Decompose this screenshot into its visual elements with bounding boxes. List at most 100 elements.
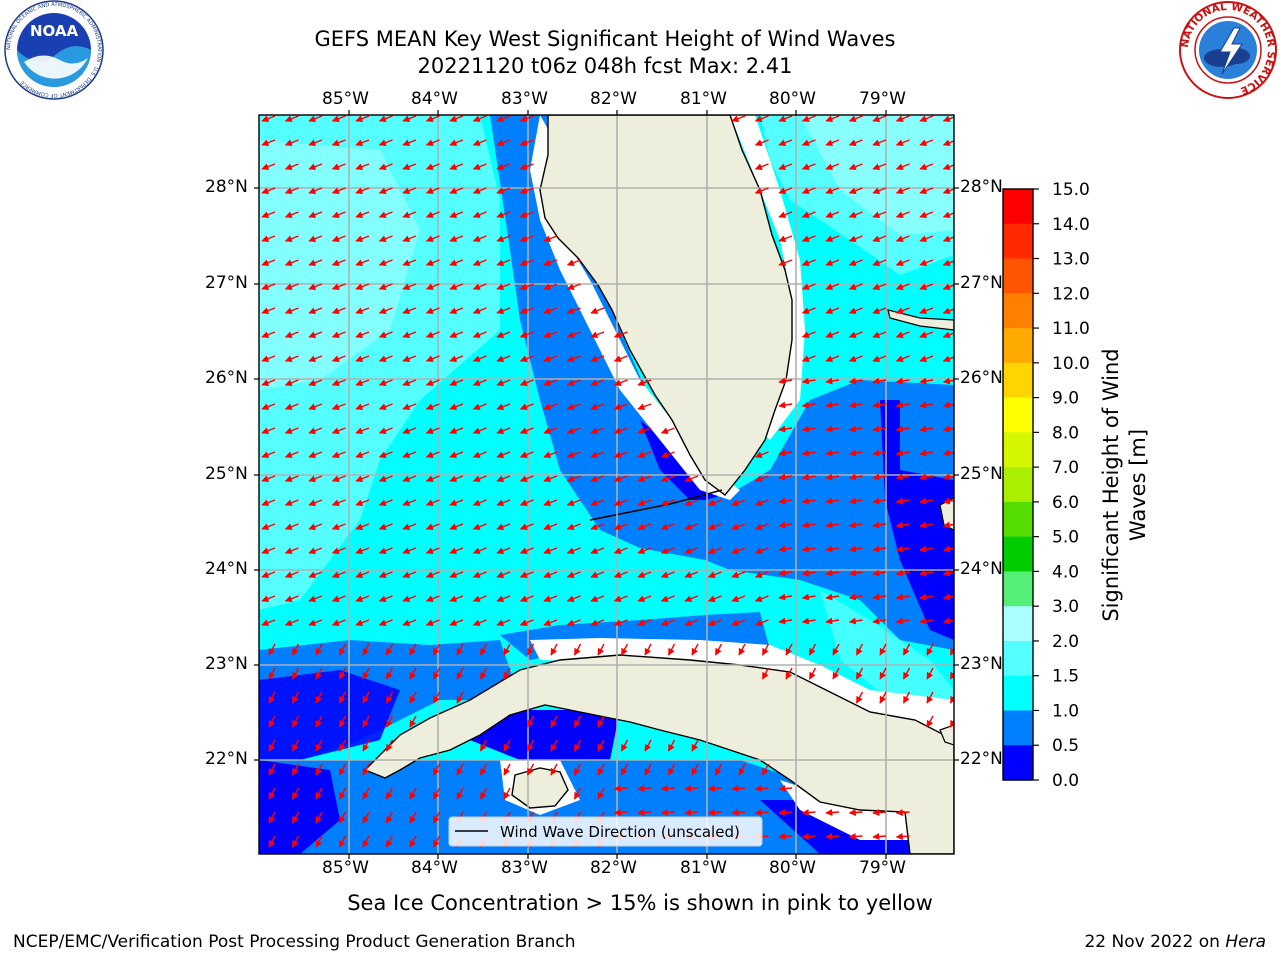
wave-arrow xyxy=(402,331,417,339)
wave-arrow xyxy=(691,763,699,776)
wave-arrow xyxy=(261,187,276,195)
wave-arrow xyxy=(291,667,300,680)
wave-arrow xyxy=(942,593,954,601)
wave-arrow xyxy=(550,643,558,656)
wave-arrow xyxy=(479,643,488,656)
lat-left-4: 24°N xyxy=(205,559,248,579)
wave-arrow xyxy=(543,547,558,555)
wave-arrow xyxy=(919,163,934,171)
wave-arrow xyxy=(503,643,511,656)
wave-arrow xyxy=(331,211,346,219)
wave-arrow xyxy=(355,475,370,483)
wave-arrow xyxy=(378,355,393,363)
wave-arrow xyxy=(942,163,954,171)
wave-arrow xyxy=(449,331,464,339)
wave-arrow xyxy=(872,259,887,267)
lon-top-1: 84°W xyxy=(411,89,458,109)
wave-arrow xyxy=(778,259,793,267)
wave-arrow xyxy=(754,115,769,123)
colorbar-frame xyxy=(1002,188,1034,781)
wave-arrow xyxy=(778,785,793,793)
wave-arrow xyxy=(355,211,370,219)
wave-arrow xyxy=(879,667,887,680)
wave-arrow xyxy=(613,475,628,483)
wave-arrow xyxy=(496,235,511,243)
wave-arrow xyxy=(284,379,299,387)
colorbar-segment xyxy=(1003,640,1033,677)
wave-arrow xyxy=(284,283,299,291)
wave-arrow xyxy=(848,355,863,363)
lat-right-5: 23°N xyxy=(960,654,1003,674)
wave-arrow xyxy=(425,547,440,555)
wave-arrow xyxy=(425,427,440,435)
lon-bottom-4: 81°W xyxy=(680,858,727,878)
wave-arrow xyxy=(566,403,581,411)
wave-arrow xyxy=(895,355,910,363)
wave-arrow xyxy=(573,739,582,752)
wave-arrow xyxy=(449,283,464,291)
wave-arrow xyxy=(291,763,300,776)
wave-arrow xyxy=(566,619,581,627)
wave-arrow xyxy=(378,187,393,195)
wave-arrow xyxy=(566,283,581,291)
wave-arrow xyxy=(355,163,370,171)
wave-arrow xyxy=(590,331,605,339)
wave-arrow xyxy=(308,139,323,147)
wave-arrow xyxy=(778,449,793,457)
wave-arrow xyxy=(801,307,816,315)
wave-arrow xyxy=(597,643,605,656)
wave-arrow xyxy=(378,163,393,171)
wave-arrow xyxy=(472,259,487,267)
wave-arrow xyxy=(590,499,605,507)
wave-arrow xyxy=(644,739,652,752)
wave-arrow xyxy=(660,451,675,459)
wave-arrow xyxy=(895,473,910,481)
wave-arrow xyxy=(503,739,511,752)
lon-top-0: 85°W xyxy=(322,89,369,109)
wave-arrow xyxy=(872,401,887,409)
wave-arrow xyxy=(284,163,299,171)
lat-right-6: 22°N xyxy=(960,749,1003,769)
wave-arrow xyxy=(378,211,393,219)
wave-arrow xyxy=(801,449,816,457)
wave-arrow xyxy=(472,283,487,291)
wave-arrow xyxy=(308,355,323,363)
wave-arrow xyxy=(543,451,558,459)
wave-arrow xyxy=(496,379,511,387)
wave-arrow xyxy=(566,571,581,579)
wave-arrow xyxy=(778,809,793,817)
wave-arrow xyxy=(550,739,558,752)
lat-right-0: 28°N xyxy=(960,177,1003,197)
wave-arrow xyxy=(738,643,746,656)
wave-arrow xyxy=(456,763,464,776)
wave-arrow xyxy=(402,595,417,603)
wave-arrow xyxy=(902,691,911,704)
wave-arrow xyxy=(543,523,558,531)
wave-arrow xyxy=(543,427,558,435)
wave-arrow xyxy=(261,523,276,531)
wave-arrow xyxy=(825,355,840,363)
wave-arrow xyxy=(566,331,581,339)
wave-arrow xyxy=(284,523,299,531)
colorbar-tick-label: 10.0 xyxy=(1052,354,1090,374)
wave-arrow xyxy=(315,739,323,752)
wave-arrow xyxy=(362,643,370,656)
wave-arrow xyxy=(895,377,910,385)
wave-arrow xyxy=(338,643,347,656)
wave-arrow xyxy=(613,785,628,793)
wave-arrow xyxy=(895,235,910,243)
wave-arrow xyxy=(872,235,887,243)
wave-arrow xyxy=(378,307,393,315)
wave-arrow xyxy=(872,833,887,841)
wave-arrow xyxy=(378,523,393,531)
wave-arrow xyxy=(919,377,934,385)
wave-arrow xyxy=(261,235,276,243)
wave-arrow xyxy=(409,643,417,656)
wave-arrow xyxy=(926,691,934,704)
wave-arrow xyxy=(778,401,793,409)
chart-subtitle: 20221120 t06z 048h fcst Max: 2.41 xyxy=(417,54,793,78)
wave-arrow xyxy=(425,283,440,291)
wave-arrow xyxy=(754,595,769,603)
wave-arrow xyxy=(378,595,393,603)
wave-arrow xyxy=(895,425,910,433)
